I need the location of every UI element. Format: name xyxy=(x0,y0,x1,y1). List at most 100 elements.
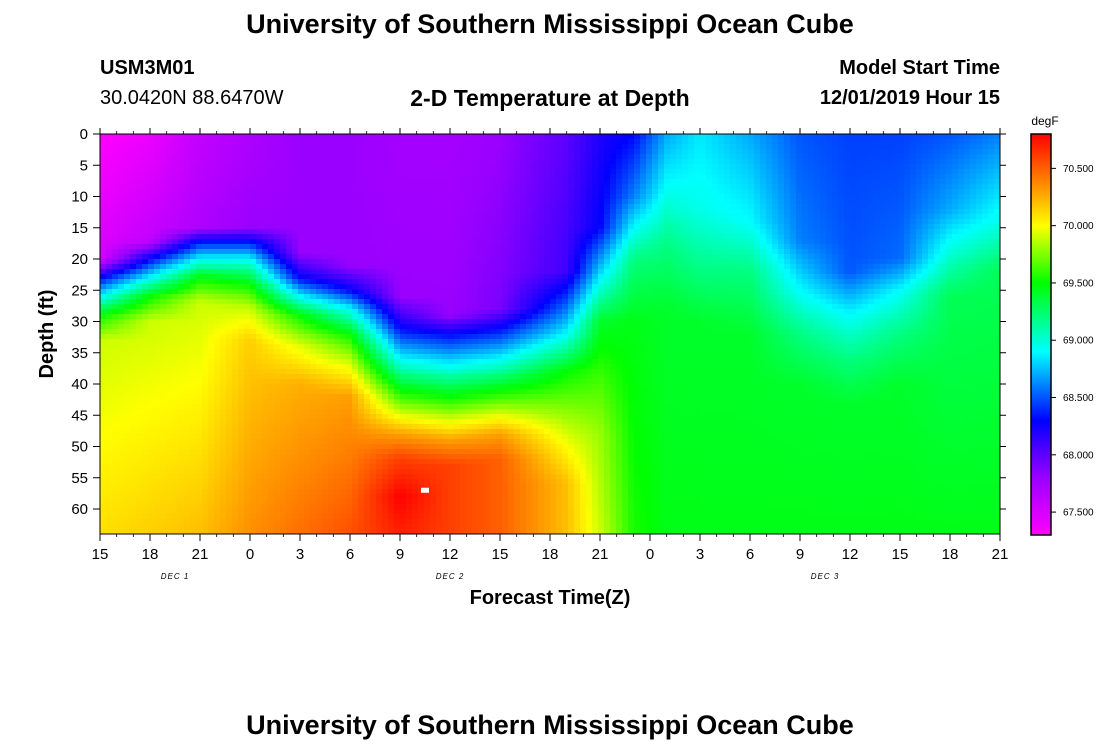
heatmap-cell xyxy=(250,284,257,290)
heatmap-cell xyxy=(118,404,125,410)
heatmap-cell xyxy=(172,189,179,195)
heatmap-cell xyxy=(124,354,131,360)
heatmap-cell xyxy=(256,199,263,205)
heatmap-cell xyxy=(190,299,197,305)
heatmap-cell xyxy=(472,214,479,220)
heatmap-cell xyxy=(400,269,407,275)
heatmap-cell xyxy=(274,169,281,175)
heatmap-cell xyxy=(178,384,185,390)
heatmap-cell xyxy=(304,249,311,255)
heatmap-cell xyxy=(256,469,263,475)
heatmap-cell xyxy=(166,139,173,145)
heatmap-cell xyxy=(460,479,467,485)
heatmap-cell xyxy=(352,284,359,290)
heatmap-cell xyxy=(334,444,341,450)
heatmap-cell xyxy=(154,324,161,330)
heatmap-cell xyxy=(436,204,443,210)
heatmap-cell xyxy=(214,289,221,295)
heatmap-cell xyxy=(310,289,317,295)
heatmap-cell xyxy=(136,279,143,285)
heatmap-cell xyxy=(238,399,245,405)
heatmap-cell xyxy=(466,284,473,290)
heatmap-cell xyxy=(130,419,137,425)
heatmap-cell xyxy=(466,154,473,160)
heatmap-cell xyxy=(364,464,371,470)
heatmap-cell xyxy=(400,344,407,350)
heatmap-cell xyxy=(436,404,443,410)
heatmap-cell xyxy=(268,289,275,295)
heatmap-cell xyxy=(232,169,239,175)
heatmap-cell xyxy=(280,209,287,215)
heatmap-cell xyxy=(394,514,401,520)
heatmap-cell xyxy=(160,334,167,340)
heatmap-cell xyxy=(172,514,179,520)
heatmap-cell xyxy=(208,274,215,280)
heatmap-cell xyxy=(370,364,377,370)
heatmap-cell xyxy=(448,359,455,365)
heatmap-cell xyxy=(376,159,383,165)
heatmap-cell xyxy=(226,334,233,340)
heatmap-cell xyxy=(424,284,431,290)
heatmap-cell xyxy=(244,239,251,245)
heatmap-cell xyxy=(322,334,329,340)
heatmap-cell xyxy=(388,519,395,525)
heatmap-cell xyxy=(352,179,359,185)
heatmap-cell xyxy=(418,299,425,305)
heatmap-cell xyxy=(226,524,233,530)
heatmap-cell xyxy=(268,349,275,355)
heatmap-cell xyxy=(442,489,449,495)
heatmap-cell xyxy=(400,309,407,315)
heatmap-cell xyxy=(112,509,119,515)
heatmap-cell xyxy=(250,399,257,405)
heatmap-cell xyxy=(154,204,161,210)
heatmap-cell xyxy=(250,374,257,380)
heatmap-cell xyxy=(268,514,275,520)
heatmap-cell xyxy=(286,169,293,175)
heatmap-cell xyxy=(256,284,263,290)
heatmap-cell xyxy=(424,364,431,370)
heatmap-cell xyxy=(298,274,305,280)
heatmap-cell xyxy=(340,209,347,215)
heatmap-cell xyxy=(442,244,449,250)
heatmap-cell xyxy=(466,269,473,275)
heatmap-cell xyxy=(418,284,425,290)
heatmap-cell xyxy=(316,139,323,145)
heatmap-cell xyxy=(298,394,305,400)
heatmap-cell xyxy=(418,389,425,395)
heatmap-cell xyxy=(196,479,203,485)
heatmap-cell xyxy=(310,344,317,350)
heatmap-cell xyxy=(328,309,335,315)
heatmap-cell xyxy=(424,389,431,395)
heatmap-cell xyxy=(358,154,365,160)
heatmap-cell xyxy=(388,189,395,195)
heatmap-cell xyxy=(304,494,311,500)
heatmap-cell xyxy=(382,194,389,200)
heatmap-cell xyxy=(280,504,287,510)
heatmap-cell xyxy=(304,134,311,140)
heatmap-cell xyxy=(118,144,125,150)
heatmap-cell xyxy=(238,214,245,220)
heatmap-cell xyxy=(100,134,107,140)
heatmap-cell xyxy=(340,389,347,395)
heatmap-cell xyxy=(454,414,461,420)
heatmap-cell xyxy=(304,154,311,160)
heatmap-cell xyxy=(304,469,311,475)
heatmap-cell xyxy=(214,149,221,155)
heatmap-cell xyxy=(358,314,365,320)
heatmap-cell xyxy=(472,169,479,175)
heatmap-cell xyxy=(364,389,371,395)
heatmap-cell xyxy=(214,154,221,160)
heatmap-cell xyxy=(196,254,203,260)
heatmap-cell xyxy=(424,419,431,425)
heatmap-cell xyxy=(118,259,125,265)
heatmap-cell xyxy=(178,394,185,400)
heatmap-cell xyxy=(142,479,149,485)
heatmap-cell xyxy=(346,289,353,295)
heatmap-cell xyxy=(178,279,185,285)
heatmap-cell xyxy=(220,159,227,165)
heatmap-cell xyxy=(232,304,239,310)
heatmap-cell xyxy=(328,349,335,355)
heatmap-cell xyxy=(292,309,299,315)
heatmap-cell xyxy=(400,464,407,470)
heatmap-cell xyxy=(346,359,353,365)
